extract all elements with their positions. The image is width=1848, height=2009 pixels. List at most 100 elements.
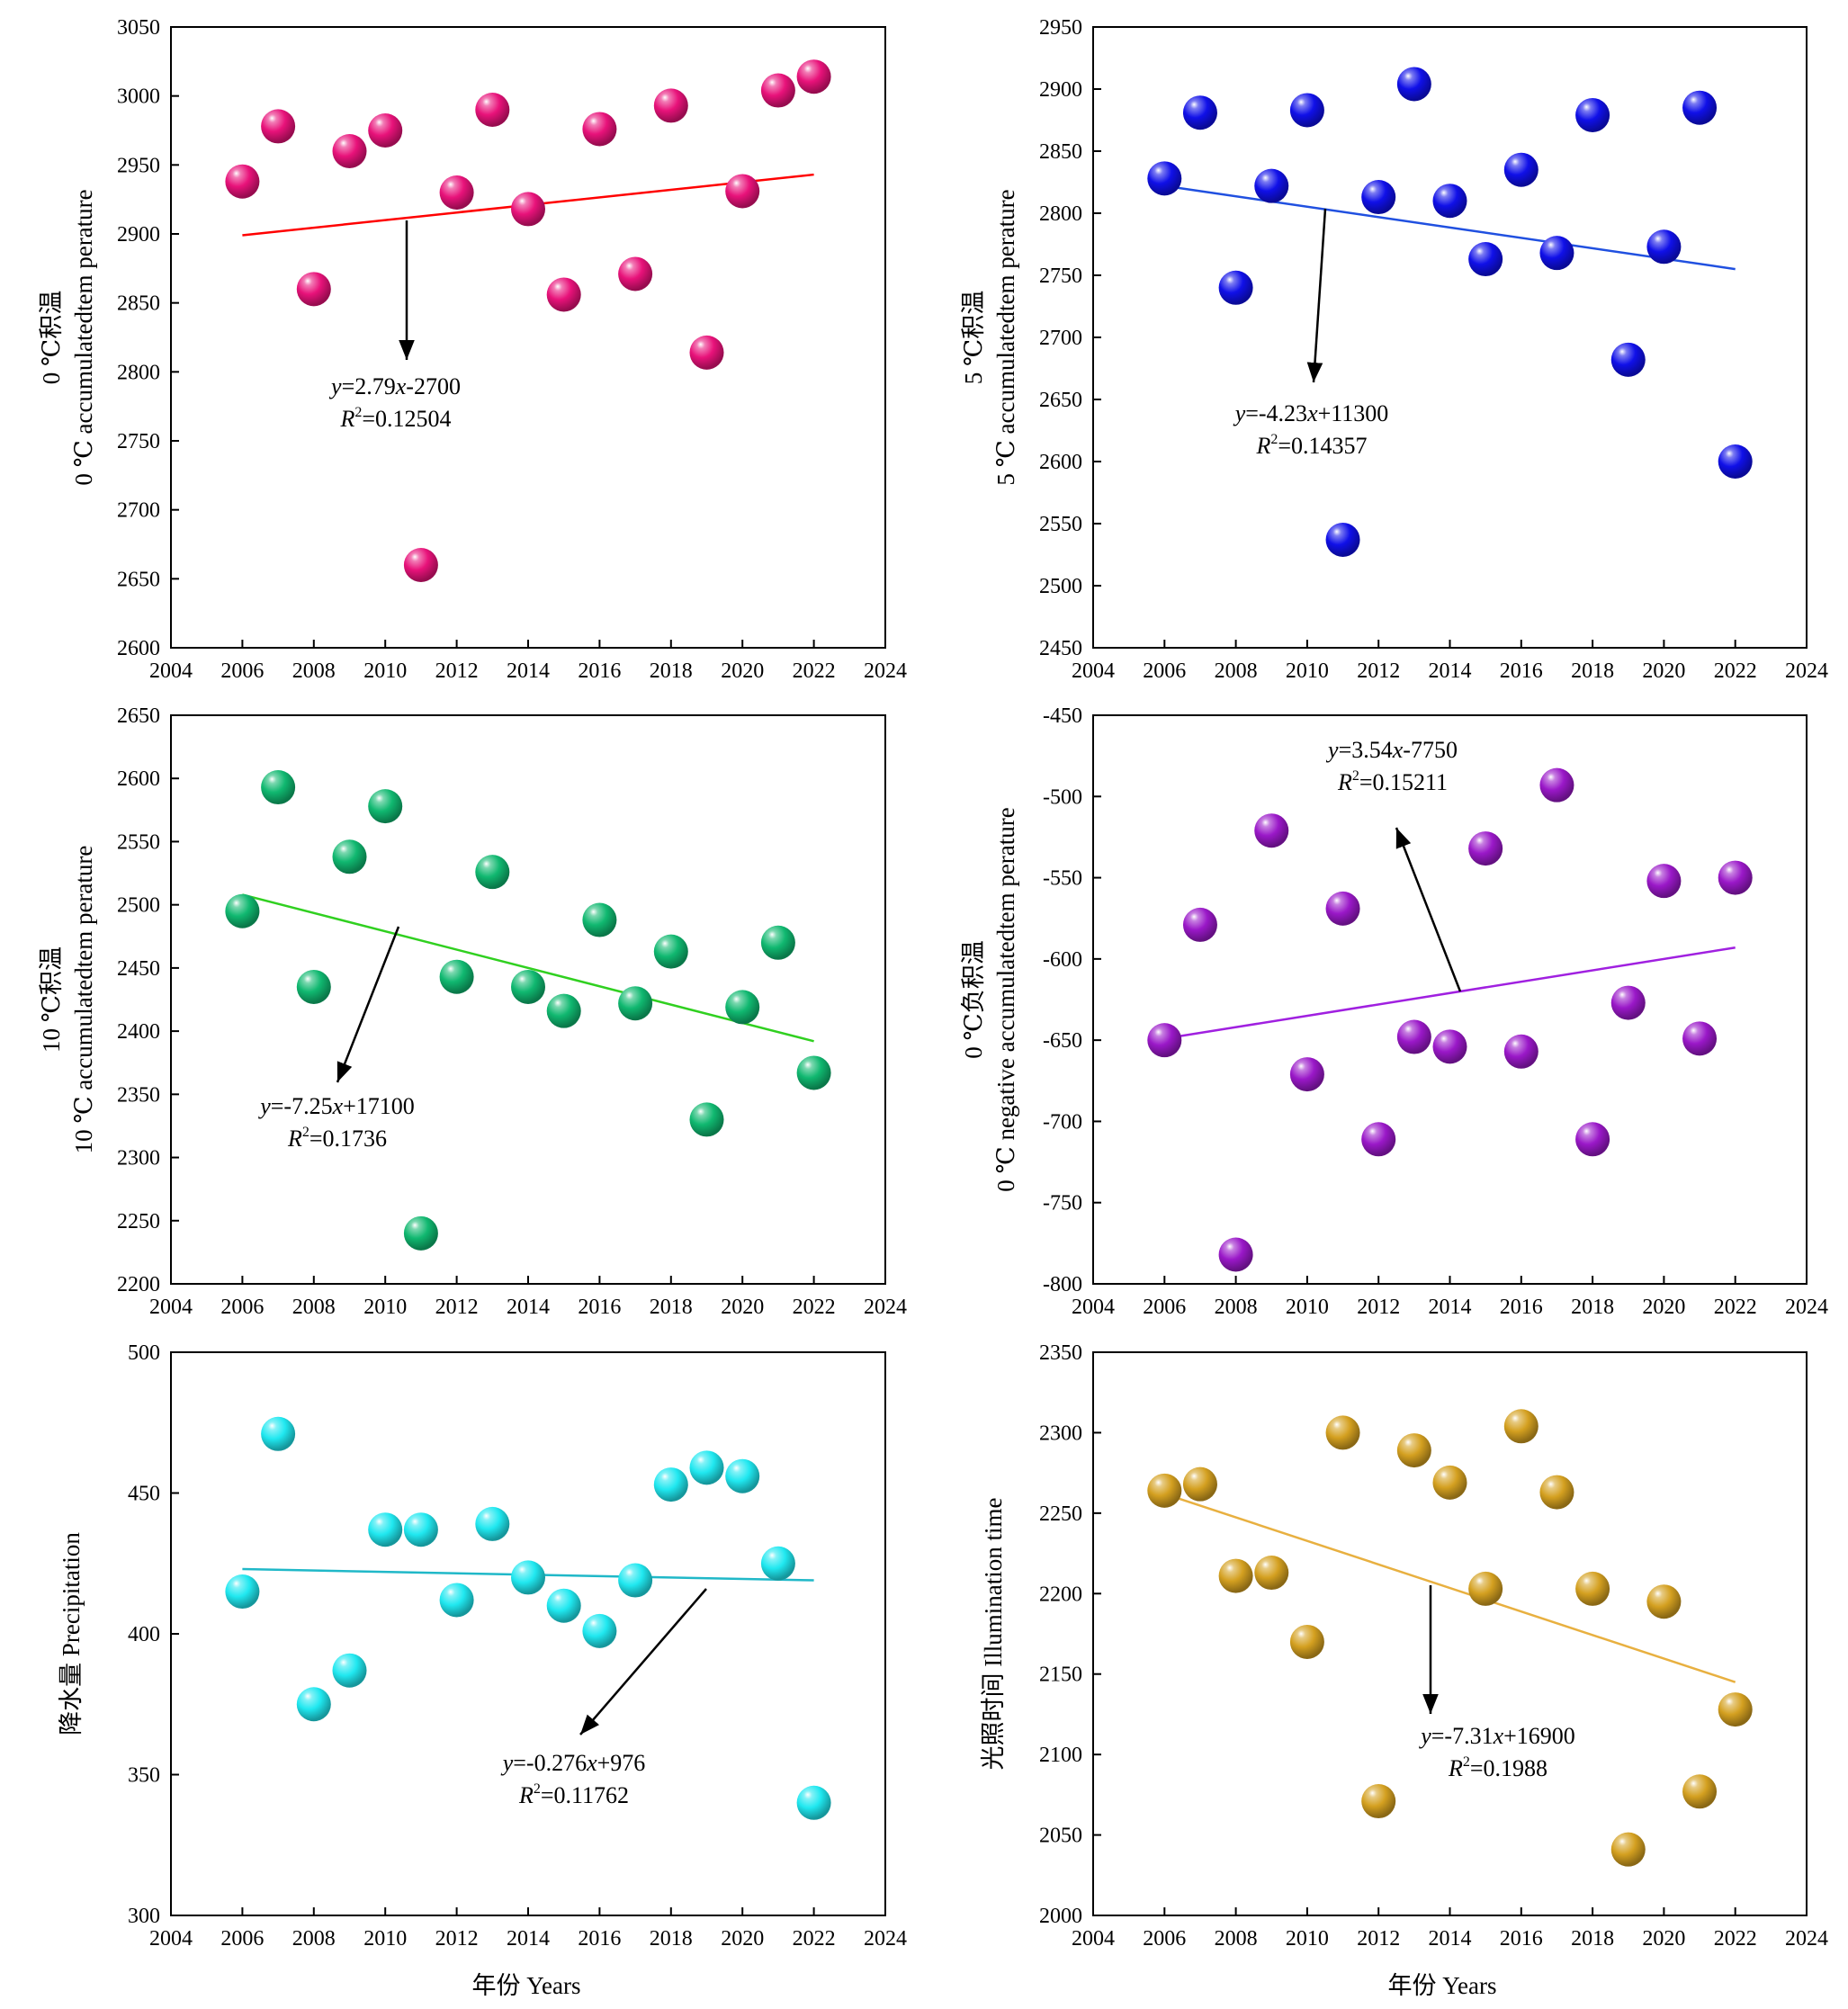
y-tick-label: 2350 (117, 1083, 160, 1107)
r-squared-label: R (339, 406, 354, 432)
y-tick-label: 2950 (1039, 16, 1082, 40)
data-point (1468, 1571, 1503, 1606)
data-point (1468, 242, 1503, 277)
data-point (653, 88, 688, 123)
x-tick-label: 2012 (435, 659, 479, 683)
data-point (403, 548, 438, 582)
data-point (1468, 831, 1503, 866)
data-point (1503, 1034, 1539, 1069)
x-tick-label: 2008 (1215, 659, 1258, 683)
x-tick-label: 2004 (149, 1296, 193, 1319)
data-point (1432, 1465, 1467, 1500)
x-tick-label: 2022 (1714, 659, 1757, 683)
x-tick-label: 2024 (864, 659, 907, 683)
data-point (475, 1506, 510, 1541)
y-tick-label: 2650 (1039, 389, 1082, 412)
y-tick-label: 2350 (1039, 1341, 1082, 1365)
r-squared-value: =0.1736 (309, 1126, 387, 1152)
equation-y: y (257, 1093, 271, 1119)
y-axis-label-cn: 0 ℃积温 (38, 291, 65, 384)
x-tick-label: 2024 (1785, 659, 1828, 683)
data-point (439, 959, 474, 994)
x-tick-label: 2014 (1429, 659, 1472, 683)
equation-y: y (1233, 400, 1246, 426)
y-tick-label: 2200 (117, 1273, 160, 1296)
x-tick-label: 2010 (1286, 659, 1329, 683)
equation-y: y (1325, 737, 1339, 763)
x-tick-label: 2018 (1571, 1296, 1614, 1319)
y-tick-label: -800 (1043, 1273, 1082, 1296)
r-squared-label: R (1255, 433, 1270, 459)
data-point (1361, 1122, 1396, 1157)
data-point (1575, 97, 1610, 132)
x-tick-label: 2006 (220, 1296, 264, 1319)
chart-panel-6: 2004 2006 2008 2010 2012 2014 2016 2018 2020 2022… (980, 1341, 1828, 1951)
x-tick-label: 2020 (1642, 659, 1685, 683)
x-tick-label: 2014 (507, 1296, 550, 1319)
data-point (1289, 93, 1324, 128)
x-tick-label: 2008 (1215, 1927, 1258, 1951)
y-axis-label-en: 0 ℃ negative accumulatedtem perature (992, 807, 1019, 1192)
x-tick-label: 2004 (1072, 1927, 1115, 1951)
x-tick-label: 2012 (435, 1927, 479, 1951)
equation-slope: =-7.25 (271, 1093, 333, 1119)
r-squared-value: =0.15211 (1359, 769, 1448, 795)
trend-line (1163, 1493, 1736, 1683)
r-squared-label: R (1448, 1755, 1463, 1781)
x-tick-label: 2004 (1072, 659, 1115, 683)
y-axis-label-space (980, 1667, 1007, 1673)
data-point (796, 59, 831, 94)
data-point (1218, 1237, 1253, 1272)
data-point (1575, 1571, 1610, 1606)
plot-frame (1092, 1351, 1808, 1916)
data-point (332, 134, 367, 168)
data-point (1182, 907, 1217, 942)
y-tick-label: 3050 (117, 16, 160, 40)
regression-equation: y=-4.23x+11300 (1233, 400, 1389, 426)
y-tick-label: -450 (1043, 704, 1082, 728)
x-tick-label: 2018 (650, 1296, 693, 1319)
x-tick-label: 2014 (507, 659, 550, 683)
data-point (439, 1583, 474, 1618)
x-tick-label: 2016 (578, 1927, 621, 1951)
y-tick-label: 2100 (1039, 1744, 1082, 1767)
data-point (1646, 1584, 1682, 1619)
equation-x: x (1306, 400, 1318, 426)
y-tick-label: -650 (1043, 1029, 1082, 1053)
x-axis-label-right: 年份 Years (1387, 1972, 1496, 1999)
trend-line (1164, 184, 1736, 271)
y-tick-label: 2300 (117, 1147, 160, 1170)
data-point (1682, 90, 1718, 125)
x-tick-label: 2020 (721, 1927, 764, 1951)
y-tick-label: 350 (128, 1764, 160, 1788)
data-point (760, 925, 795, 960)
x-tick-label: 2008 (292, 659, 336, 683)
r-squared-label: R (518, 1782, 534, 1808)
y-tick-label: 500 (128, 1341, 160, 1365)
chart-panel-3: 2004 2006 2008 2010 2012 2014 2016 2018 2020 2022… (38, 704, 907, 1319)
r-squared-value: =0.14357 (1278, 433, 1367, 459)
x-tick-label: 2006 (220, 659, 264, 683)
x-tick-label: 2022 (793, 659, 836, 683)
data-point (582, 1613, 617, 1648)
y-axis-label-cn: 光照时间 (980, 1673, 1007, 1770)
y-tick-label: 2450 (1039, 637, 1082, 660)
y-axis-label: 5 ℃积温 5 ℃ accumulatedtem perature (960, 189, 1019, 485)
x-tick-label: 2016 (578, 659, 621, 683)
data-point (1539, 767, 1574, 803)
chart-panel-1: 2004 2006 2008 2010 2012 2014 2016 2018 2020 2022… (38, 16, 907, 683)
x-tick-label: 2018 (1571, 1927, 1614, 1951)
x-tick-label: 2006 (220, 1927, 264, 1951)
equation-x: x (1493, 1723, 1504, 1749)
x-tick-label: 2020 (1642, 1927, 1685, 1951)
x-tick-label: 2020 (721, 1296, 764, 1319)
regression-equation: y=-7.25x+17100 (257, 1093, 415, 1119)
y-axis-label-space (58, 1656, 85, 1663)
y-axis-label: 降水量 Precipitation (58, 1532, 85, 1735)
r-squared-sup: 2 (1270, 432, 1278, 447)
r-squared-sup: 2 (302, 1125, 309, 1140)
data-point (1182, 1466, 1217, 1502)
data-point (475, 93, 510, 127)
y-tick-label: 2250 (1039, 1502, 1082, 1526)
data-point (1325, 891, 1360, 926)
